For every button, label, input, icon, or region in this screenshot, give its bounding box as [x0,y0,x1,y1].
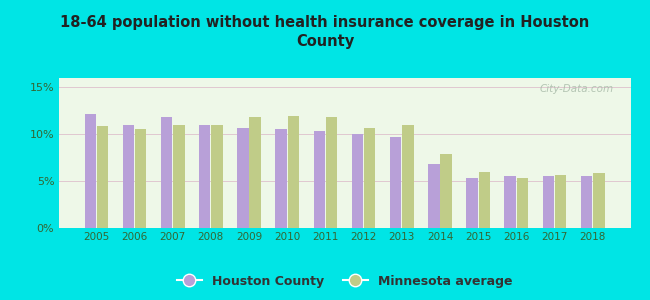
Bar [250,117,261,228]
Bar [504,176,516,228]
Bar [211,125,223,228]
Bar [276,129,287,228]
Bar [84,114,96,228]
Bar [313,130,325,228]
Bar [593,173,605,228]
Bar [237,128,249,228]
Bar [326,117,337,228]
Bar [199,125,211,228]
Bar [161,117,172,228]
Bar [123,125,134,228]
Bar [97,126,108,228]
Text: City-Data.com: City-Data.com [540,84,614,94]
Legend: Houston County, Minnesota average: Houston County, Minnesota average [177,275,512,288]
Bar [517,178,528,228]
Text: 18-64 population without health insurance coverage in Houston
County: 18-64 population without health insuranc… [60,15,590,49]
Bar [428,164,439,228]
Bar [581,176,592,228]
Bar [466,178,478,228]
Bar [555,175,566,228]
Bar [287,116,299,228]
Bar [543,176,554,228]
Bar [402,125,413,228]
Bar [352,134,363,228]
Bar [390,137,402,228]
Bar [364,128,376,228]
Bar [173,125,185,228]
Bar [478,172,490,228]
Bar [440,154,452,228]
Bar [135,129,146,228]
